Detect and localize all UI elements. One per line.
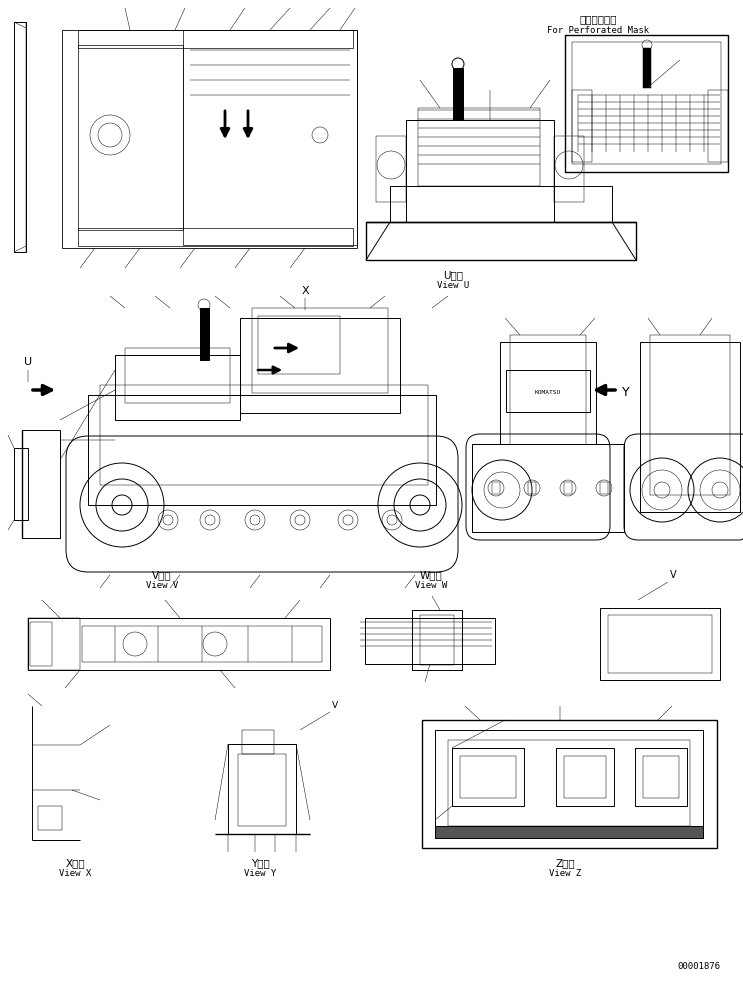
Bar: [643, 48, 651, 88]
Bar: [82, 626, 322, 662]
Bar: [115, 355, 240, 420]
Bar: [500, 342, 596, 512]
Bar: [30, 622, 52, 666]
Bar: [572, 90, 592, 162]
Bar: [376, 136, 406, 202]
Bar: [643, 756, 679, 798]
Bar: [365, 618, 495, 664]
Bar: [608, 615, 712, 673]
Text: 00001876: 00001876: [677, 962, 720, 971]
Bar: [492, 482, 500, 494]
Bar: [406, 120, 554, 222]
Bar: [366, 222, 636, 260]
Bar: [435, 730, 703, 838]
Bar: [28, 618, 330, 670]
Text: Y: Y: [622, 386, 629, 399]
Bar: [506, 370, 590, 412]
Bar: [448, 740, 690, 826]
Bar: [125, 348, 230, 403]
Bar: [412, 610, 462, 670]
Text: U　視: U 視: [443, 270, 463, 280]
Bar: [472, 444, 624, 532]
Bar: [183, 30, 357, 245]
Bar: [453, 68, 463, 120]
Text: 丸穴マスク用: 丸穴マスク用: [580, 14, 617, 24]
Bar: [78, 228, 353, 246]
Bar: [510, 335, 586, 495]
Bar: [528, 482, 536, 494]
Bar: [78, 30, 353, 48]
Text: Z　視: Z 視: [555, 858, 575, 868]
Bar: [564, 482, 572, 494]
Text: W　視: W 視: [420, 570, 442, 580]
Text: View Z: View Z: [549, 869, 581, 878]
Bar: [600, 608, 720, 680]
Bar: [242, 730, 274, 754]
Text: View W: View W: [415, 581, 447, 590]
Bar: [22, 430, 60, 538]
Bar: [240, 318, 400, 413]
Bar: [418, 108, 540, 186]
Bar: [708, 90, 728, 162]
Bar: [564, 756, 606, 798]
Bar: [14, 22, 26, 252]
Text: V　視: V 視: [152, 570, 172, 580]
Bar: [556, 748, 614, 806]
Bar: [100, 385, 428, 485]
Text: View Y: View Y: [244, 869, 276, 878]
Bar: [640, 342, 740, 512]
Bar: [600, 482, 608, 494]
Bar: [565, 35, 728, 172]
Bar: [572, 42, 721, 164]
Bar: [88, 395, 436, 505]
Text: View U: View U: [437, 281, 469, 290]
Bar: [38, 806, 62, 830]
Bar: [635, 748, 687, 806]
Bar: [422, 720, 717, 848]
Bar: [62, 30, 357, 248]
Text: V: V: [332, 701, 338, 710]
Text: V: V: [670, 570, 677, 580]
Bar: [472, 444, 624, 532]
Text: U: U: [24, 357, 32, 367]
Bar: [650, 335, 730, 495]
Bar: [390, 186, 612, 222]
Bar: [435, 826, 703, 838]
Bar: [554, 136, 584, 202]
Text: View X: View X: [59, 869, 91, 878]
Bar: [14, 448, 28, 520]
Text: X: X: [301, 286, 309, 296]
Bar: [252, 308, 388, 393]
Bar: [238, 754, 286, 826]
Text: KOMATSU: KOMATSU: [535, 390, 561, 395]
Bar: [78, 45, 183, 230]
Bar: [28, 618, 80, 670]
Text: Y　視: Y 視: [250, 858, 270, 868]
Bar: [420, 615, 454, 665]
Bar: [452, 748, 524, 806]
Bar: [258, 316, 340, 374]
Bar: [200, 308, 209, 360]
Text: X　視: X 視: [65, 858, 85, 868]
Text: For Perforated Mask: For Perforated Mask: [547, 26, 649, 35]
Bar: [228, 744, 296, 834]
Text: View V: View V: [146, 581, 178, 590]
Bar: [460, 756, 516, 798]
